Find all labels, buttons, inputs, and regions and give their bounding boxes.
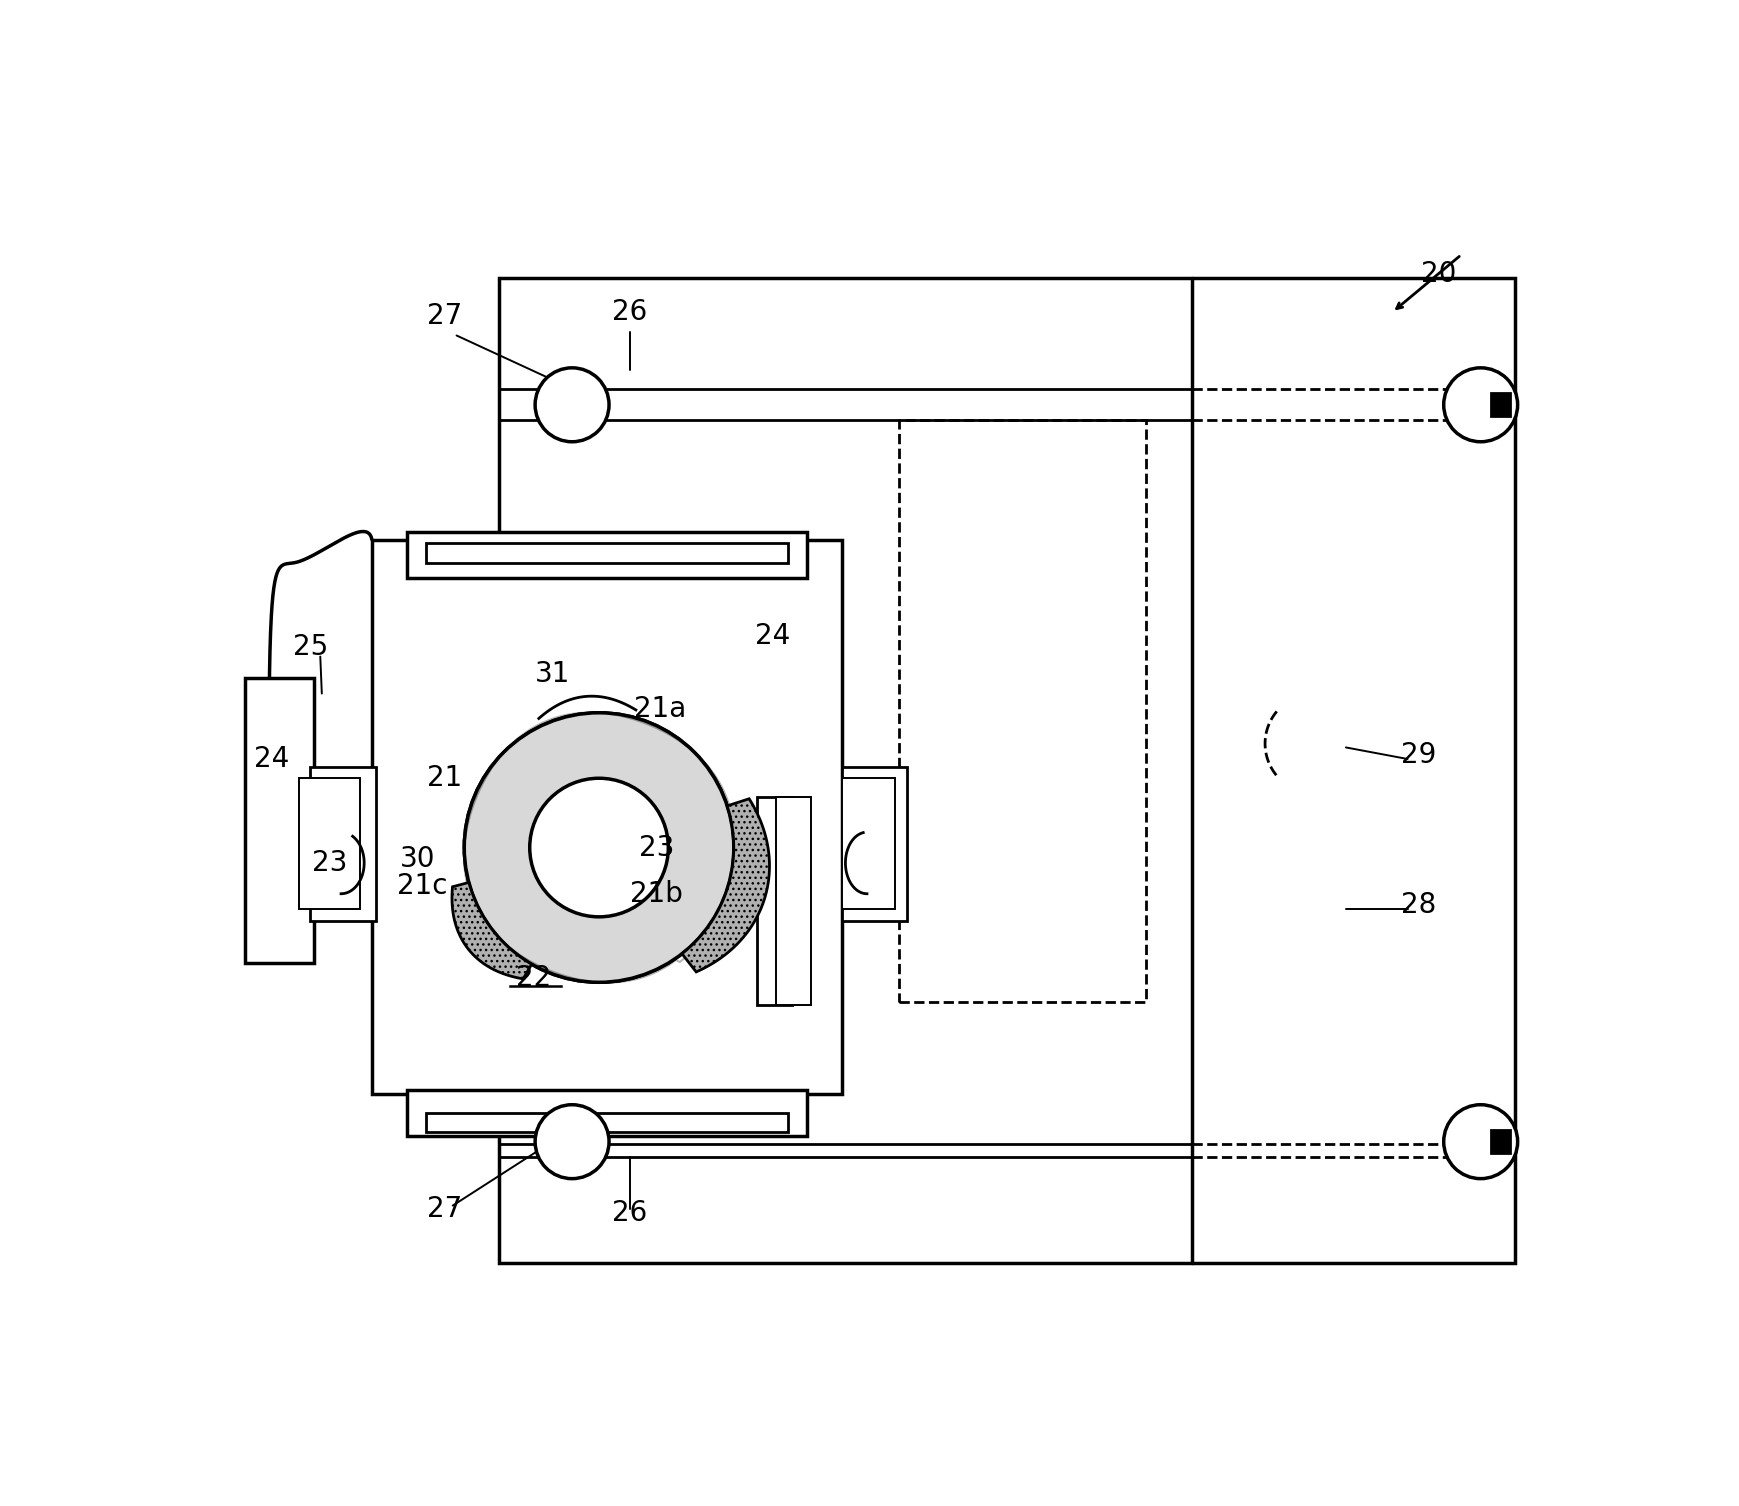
Text: 29: 29 bbox=[1402, 741, 1436, 770]
Text: 27: 27 bbox=[428, 303, 463, 330]
Text: 30: 30 bbox=[400, 845, 436, 873]
Text: 23: 23 bbox=[311, 849, 348, 876]
Text: 22: 22 bbox=[516, 964, 551, 992]
Bar bbox=[1490, 1130, 1509, 1154]
Bar bbox=[372, 539, 842, 1093]
Bar bbox=[310, 767, 376, 920]
Text: 21b: 21b bbox=[630, 880, 683, 908]
Text: 24: 24 bbox=[755, 622, 790, 649]
Circle shape bbox=[1443, 1105, 1518, 1179]
Polygon shape bbox=[452, 883, 532, 979]
Bar bbox=[899, 420, 1146, 1001]
Bar bbox=[299, 779, 360, 910]
Text: 25: 25 bbox=[292, 634, 329, 661]
Bar bbox=[426, 1113, 788, 1133]
Circle shape bbox=[464, 712, 734, 982]
Text: 24: 24 bbox=[254, 745, 289, 773]
Text: 21a: 21a bbox=[635, 694, 687, 723]
Circle shape bbox=[1443, 367, 1518, 441]
Circle shape bbox=[536, 1105, 609, 1179]
Text: 23: 23 bbox=[640, 833, 675, 861]
Bar bbox=[426, 544, 788, 563]
Text: 26: 26 bbox=[612, 298, 647, 327]
Bar bbox=[842, 767, 908, 920]
Bar bbox=[499, 277, 1515, 1264]
Circle shape bbox=[530, 779, 668, 917]
Bar bbox=[776, 798, 810, 1006]
Bar bbox=[1490, 393, 1509, 416]
Bar bbox=[245, 678, 315, 962]
Text: 28: 28 bbox=[1402, 892, 1436, 919]
Text: 20: 20 bbox=[1421, 261, 1456, 288]
Text: 21c: 21c bbox=[396, 872, 447, 901]
Text: 31: 31 bbox=[536, 660, 570, 688]
Circle shape bbox=[536, 367, 609, 441]
Bar bbox=[407, 532, 807, 578]
Text: 21: 21 bbox=[428, 764, 463, 792]
Bar bbox=[407, 1090, 807, 1137]
Polygon shape bbox=[682, 798, 769, 971]
Bar bbox=[756, 798, 791, 1006]
Text: 27: 27 bbox=[428, 1196, 463, 1223]
Text: 26: 26 bbox=[612, 1199, 647, 1227]
Bar bbox=[842, 779, 896, 910]
